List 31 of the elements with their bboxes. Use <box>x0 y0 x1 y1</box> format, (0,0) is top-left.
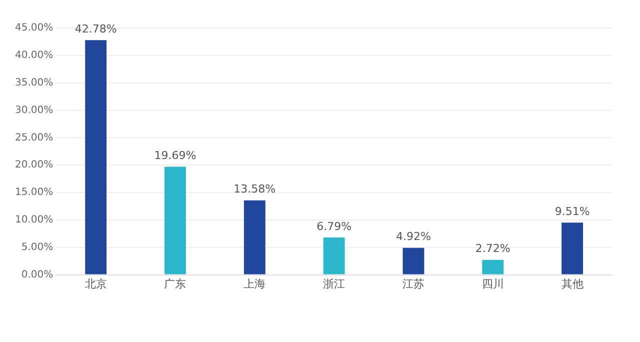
x-tick-label: 北京 <box>84 277 107 290</box>
data-label: 19.69% <box>154 149 196 162</box>
data-label: 6.79% <box>316 220 352 233</box>
bar <box>562 222 584 274</box>
x-tick-label: 江苏 <box>402 277 424 290</box>
data-label: 9.51% <box>554 205 590 218</box>
x-tick-label: 广东 <box>164 277 186 290</box>
y-tick-label: 20.00% <box>14 160 54 171</box>
y-tick-label: 10.00% <box>14 214 54 226</box>
y-tick-label: 15.00% <box>14 187 54 198</box>
bar <box>244 200 266 274</box>
y-tick-label: 25.00% <box>14 132 54 144</box>
y-tick-label: 40.00% <box>14 50 54 62</box>
y-tick-label: 35.00% <box>14 77 54 88</box>
y-tick-label: 0.00% <box>21 269 54 280</box>
y-tick-label: 30.00% <box>14 104 54 116</box>
bar <box>482 260 504 274</box>
data-label: 42.78% <box>74 22 117 36</box>
data-label: 2.72% <box>475 242 510 256</box>
x-tick-label: 其他 <box>561 277 584 290</box>
bar <box>85 40 107 274</box>
bar <box>402 248 424 274</box>
y-tick-label: 5.00% <box>21 242 54 253</box>
x-tick-label: 上海 <box>244 277 266 290</box>
data-label: 13.58% <box>234 182 276 196</box>
x-tick-label: 四川 <box>482 277 504 290</box>
y-tick-label: 45.00% <box>14 22 54 34</box>
data-label: 4.92% <box>396 230 431 244</box>
bar <box>164 166 186 274</box>
x-tick-label: 浙江 <box>323 277 346 290</box>
bar <box>323 238 345 274</box>
